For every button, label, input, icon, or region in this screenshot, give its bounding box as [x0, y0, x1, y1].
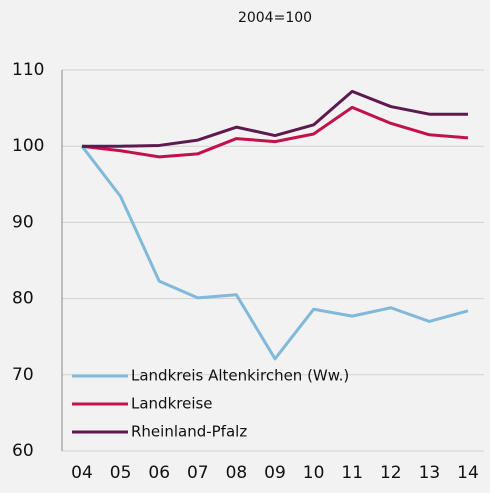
x-tick-label: 14	[457, 463, 479, 483]
x-tick-label: 11	[341, 463, 363, 483]
y-tick-label: 90	[12, 212, 34, 232]
legend-label: Landkreis Altenkirchen (Ww.)	[131, 367, 349, 385]
y-tick-label: 110	[12, 60, 44, 80]
x-tick-label: 04	[71, 463, 93, 483]
y-tick-label: 80	[12, 289, 34, 309]
legend-label: Rheinland-Pfalz	[131, 423, 247, 441]
x-tick-label: 12	[380, 463, 402, 483]
y-tick-label: 100	[12, 136, 44, 156]
line-series	[82, 89, 468, 148]
y-tick-label: 70	[12, 365, 34, 385]
x-tick-label: 13	[419, 463, 441, 483]
chart-title: 2004=100	[238, 10, 312, 26]
x-tick-label: 06	[148, 463, 170, 483]
line-series	[80, 145, 469, 361]
x-tick-label: 10	[303, 463, 325, 483]
x-tick-label: 07	[187, 463, 209, 483]
x-tick-label: 08	[226, 463, 248, 483]
y-tick-label: 60	[12, 441, 34, 461]
x-tick-label: 09	[264, 463, 286, 483]
x-tick-label: 05	[110, 463, 132, 483]
legend-label: Landkreise	[131, 395, 213, 413]
line-series	[81, 105, 469, 159]
